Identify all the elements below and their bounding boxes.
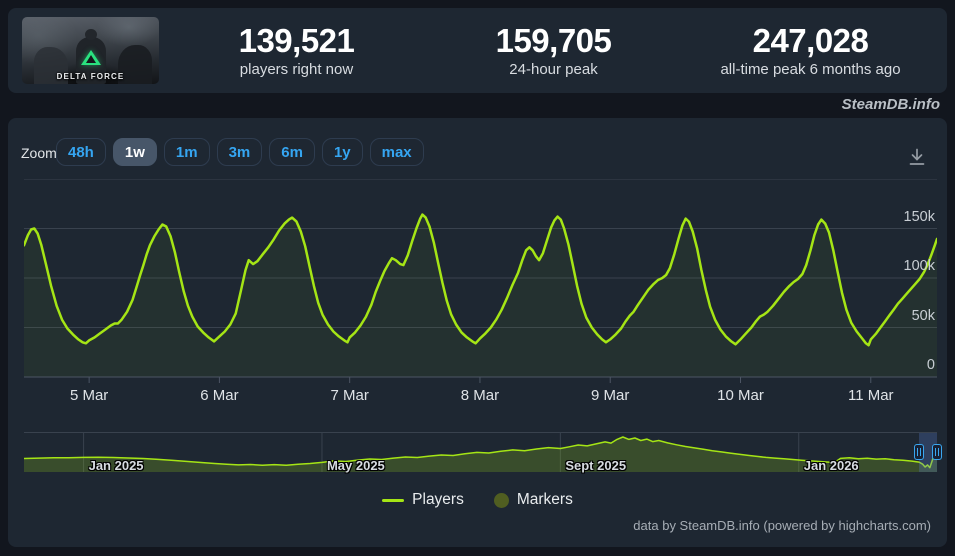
legend-item-players[interactable]: Players — [382, 491, 464, 509]
soldier-silhouette — [34, 47, 68, 84]
x-axis-labels: 5 Mar 6 Mar 7 Mar 8 Mar 9 Mar 10 Mar 11 Mar — [8, 387, 947, 407]
steamdb-watermark: SteamDB.info — [841, 96, 940, 113]
chart-credits[interactable]: data by SteamDB.info (powered by highcha… — [633, 518, 931, 533]
zoom-range-buttons: 48h 1w 1m 3m 6m 1y max — [56, 138, 424, 166]
legend-markers-label: Markers — [516, 491, 573, 508]
navigator-mini-chart[interactable] — [24, 432, 937, 472]
chart-card: Zoom 48h 1w 1m 3m 6m 1y max 0 50k 100k 150k 5 Mar… — [8, 118, 947, 547]
legend-item-markers[interactable]: Markers — [493, 491, 573, 509]
zoom-button-48h[interactable]: 48h — [56, 138, 106, 166]
zoom-button-1m[interactable]: 1m — [163, 138, 210, 166]
peak-24h-label: 24-hour peak — [509, 61, 598, 79]
stat-current-players: 139,521 players right now — [168, 8, 425, 93]
delta-force-logo-icon-cutout — [85, 55, 96, 63]
x-axis-label: 8 Mar — [460, 387, 500, 404]
navigator-series-area — [24, 437, 937, 472]
x-axis-label: 5 Mar — [69, 387, 109, 404]
alltime-peak-value: 247,028 — [752, 21, 869, 59]
zoom-button-1w[interactable]: 1w — [112, 138, 157, 166]
x-axis-label: 6 Mar — [200, 387, 239, 404]
x-axis-label: 7 Mar — [330, 387, 369, 404]
players-series-area — [24, 214, 937, 377]
markers-circle-swatch-icon — [493, 492, 509, 508]
zoom-button-3m[interactable]: 3m — [216, 138, 263, 166]
navigator-handle-right-icon[interactable] — [932, 444, 942, 460]
stat-24h-peak: 159,705 24-hour peak — [425, 8, 682, 93]
navigator-series-line — [24, 436, 937, 469]
x-axis-label: 9 Mar — [591, 387, 630, 404]
chart-legend: Players Markers — [8, 491, 947, 509]
players-line-swatch-icon — [382, 498, 405, 502]
header-card: DELTA FORCE 139,521 players right now 15… — [8, 8, 947, 93]
navigator-selected-window[interactable] — [919, 433, 937, 472]
x-axis-label: 10 Mar — [717, 387, 764, 404]
alltime-peak-label: all-time peak 6 months ago — [720, 61, 901, 79]
players-series-line[interactable] — [24, 213, 937, 347]
x-axis-label: 11 Mar — [847, 387, 894, 404]
current-players-label: players right now — [239, 61, 354, 79]
stat-alltime-peak: 247,028 all-time peak 6 months ago — [682, 8, 939, 93]
peak-24h-value: 159,705 — [495, 21, 612, 59]
zoom-button-1y[interactable]: 1y — [321, 138, 363, 166]
download-icon[interactable] — [905, 145, 929, 169]
navigator-handle-left-icon[interactable] — [914, 444, 925, 460]
soldier-silhouette — [118, 45, 152, 84]
current-players-value: 139,521 — [238, 21, 355, 59]
zoom-label: Zoom — [21, 145, 57, 161]
legend-players-label: Players — [412, 491, 464, 508]
game-capsule-image[interactable]: DELTA FORCE — [22, 17, 159, 84]
players-chart-plot[interactable] — [24, 179, 937, 384]
game-title: DELTA FORCE — [56, 72, 125, 81]
zoom-button-6m[interactable]: 6m — [269, 138, 315, 166]
stats-row: 139,521 players right now 159,705 24-hou… — [168, 8, 939, 93]
zoom-button-max[interactable]: max — [369, 138, 424, 166]
